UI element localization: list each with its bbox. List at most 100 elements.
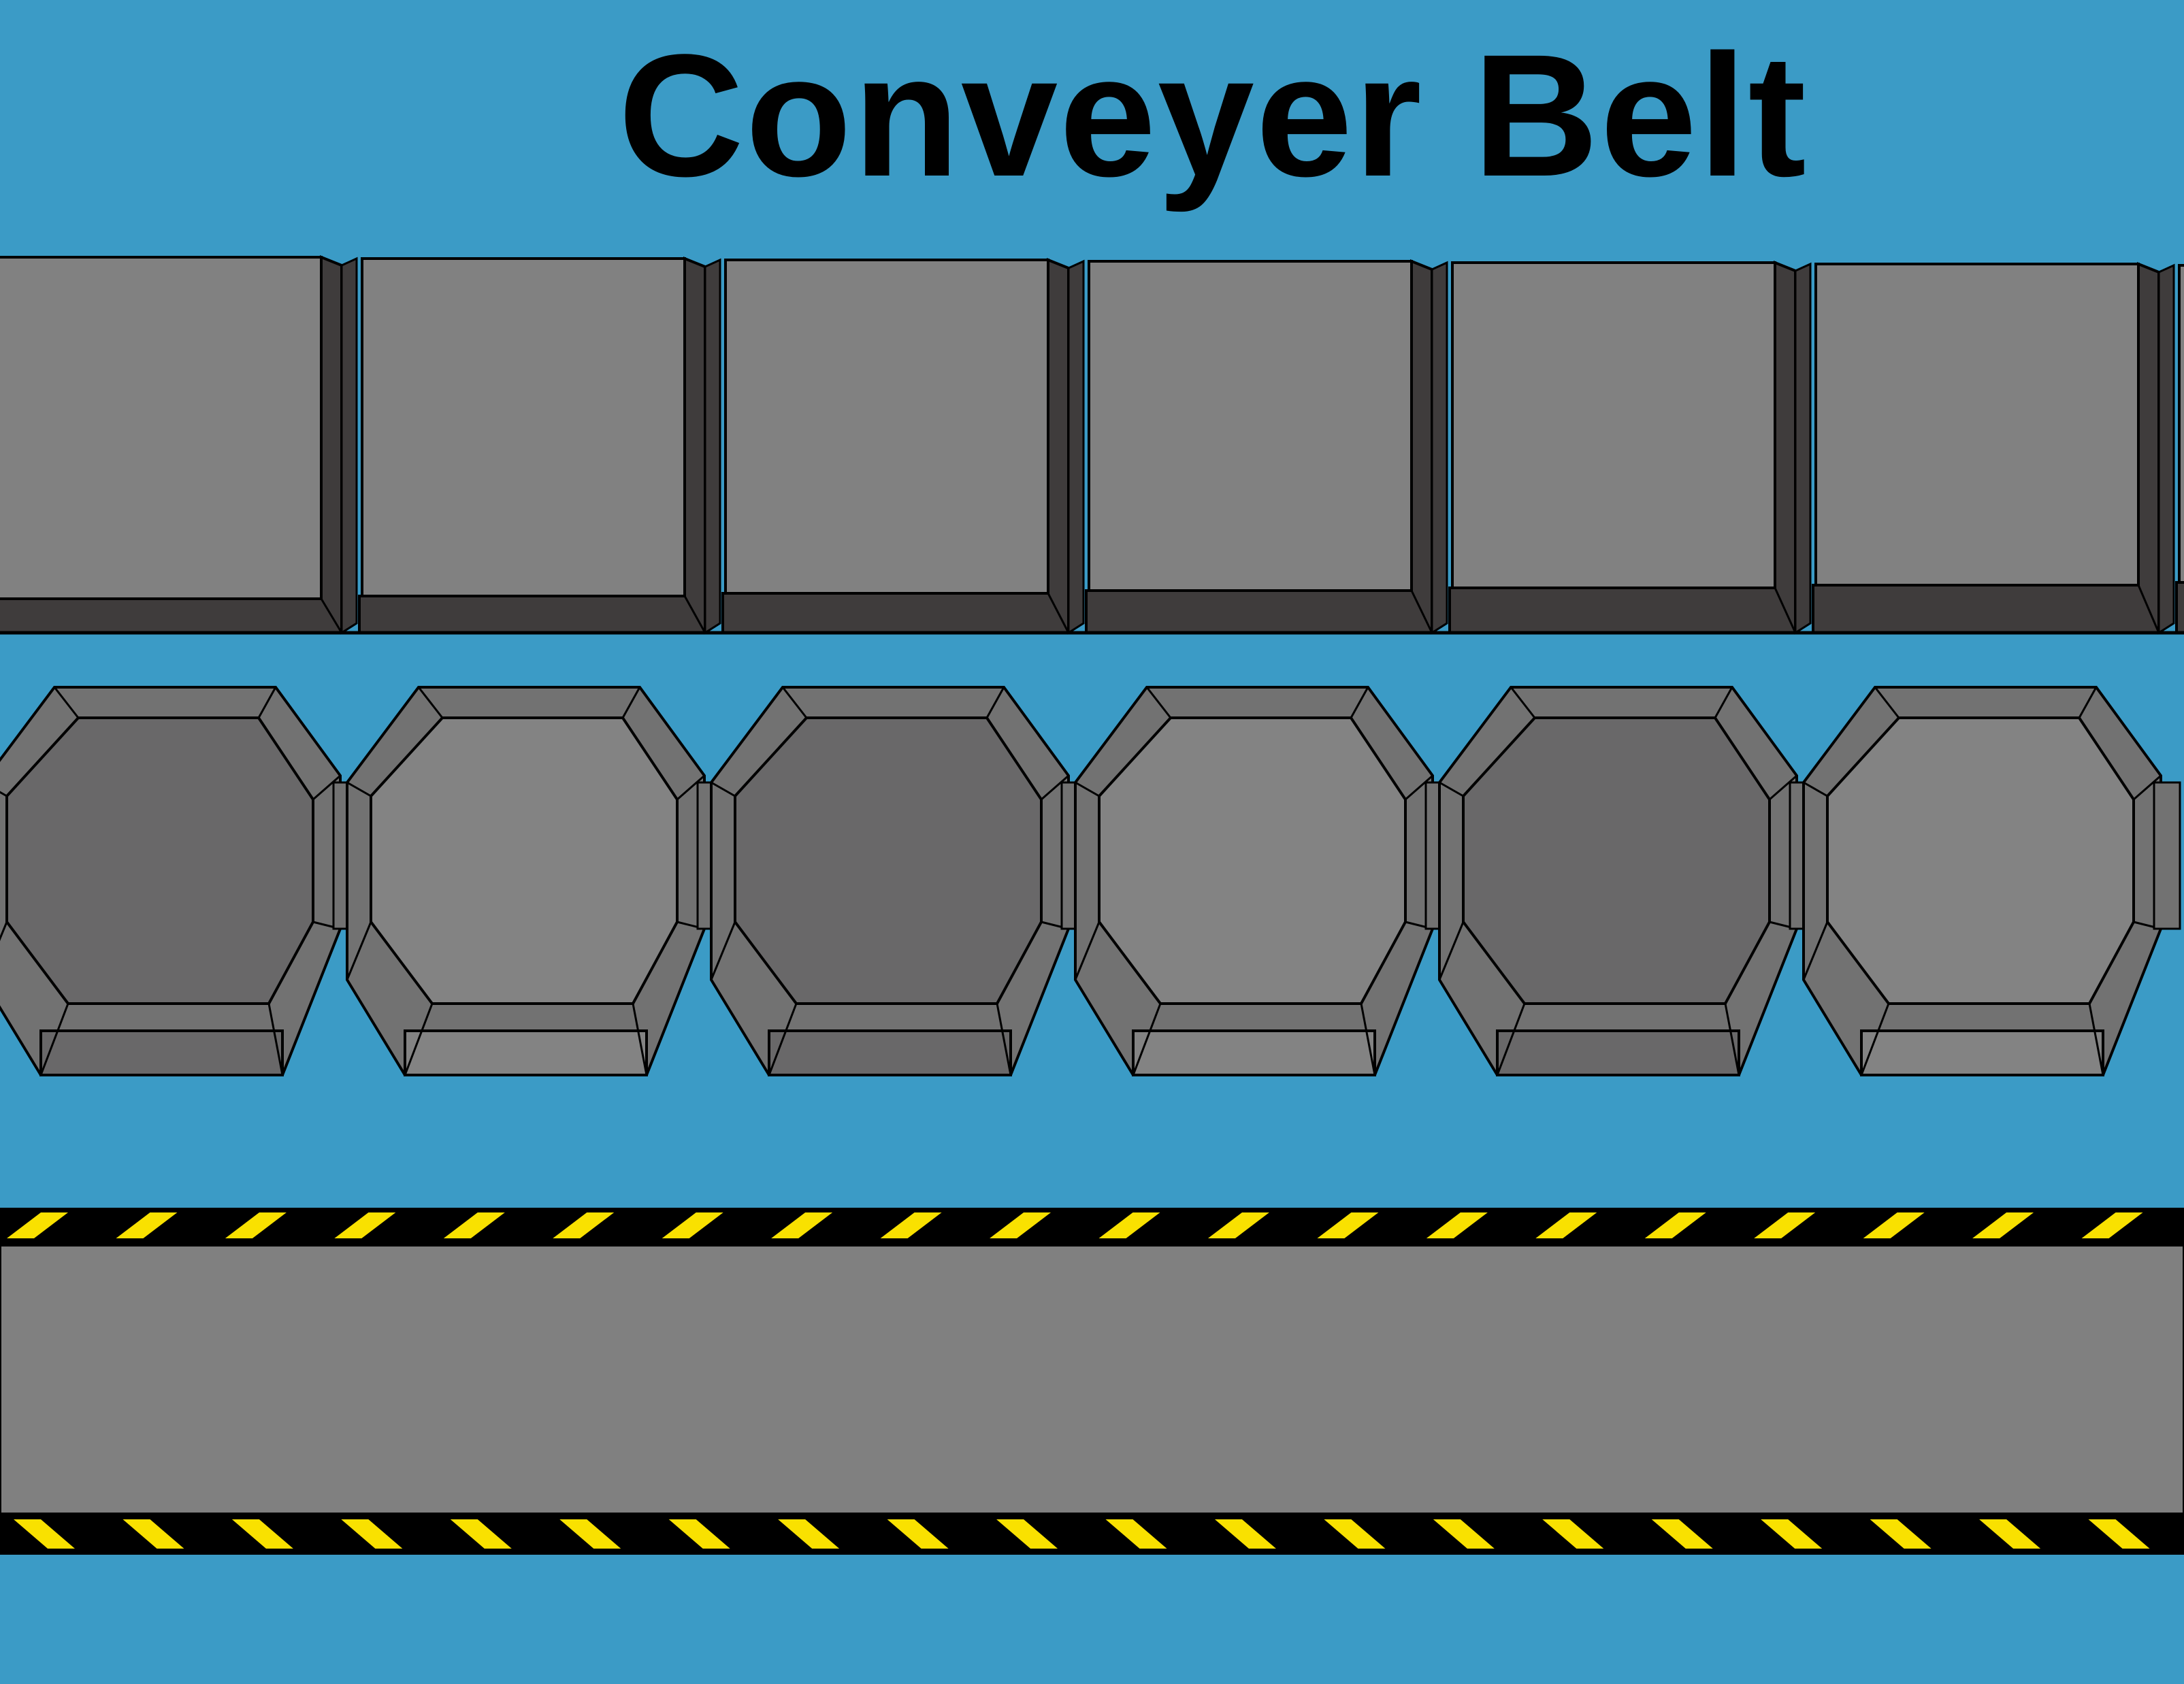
square-tile-row (0, 255, 2184, 635)
octagon-corner-line (0, 791, 7, 797)
octagon-tile-light (1074, 686, 1453, 1076)
octagon-slab (39, 1029, 284, 1076)
octagon-corner-line (0, 921, 8, 942)
square-tile-notch (704, 258, 721, 635)
octagon-corner-line (1074, 921, 1101, 980)
octagon-connector (2153, 781, 2181, 930)
octagon-corner-line (39, 1003, 69, 1076)
octagon-corner-line (996, 1003, 1012, 1076)
octagon-corner-line (346, 921, 372, 980)
octagon-corner-line (346, 781, 372, 797)
octagon-tile-dark (710, 686, 1089, 1076)
hazard-stripe-top (1644, 1212, 1706, 1238)
octagon-corner-line (1802, 921, 1829, 980)
square-tile-face (1088, 260, 1413, 592)
hazard-stripe-top (1207, 1212, 1269, 1238)
octagon-slab (1860, 1029, 2104, 1076)
octagon-corner-line (1724, 1003, 1740, 1076)
octagon-face (1462, 716, 1771, 1005)
octagon-corner-line (985, 687, 1005, 719)
hazard-stripe-top (1535, 1212, 1597, 1238)
hazard-stripe-bottom (2088, 1519, 2150, 1549)
octagon-corner-line (417, 687, 444, 719)
hazard-stripe-top (2081, 1212, 2143, 1238)
belt-top-hazard-band (0, 1208, 2184, 1245)
hazard-stripe-top (443, 1212, 505, 1238)
hazard-stripe-top (662, 1212, 723, 1238)
octagon-corner-line (1075, 781, 1100, 797)
hazard-stripe-bottom (668, 1519, 730, 1549)
square-tile-face (1451, 261, 1776, 589)
octagon-corner-line (1510, 687, 1536, 719)
hazard-stripe-bottom (341, 1519, 403, 1549)
octagon-slab (1496, 1029, 1740, 1076)
octagon-face (1826, 716, 2135, 1005)
square-tile-face (724, 259, 1049, 595)
octagon-face (5, 716, 314, 1005)
hazard-stripe-bottom (123, 1519, 184, 1549)
octagon-corner-line (1350, 687, 1369, 719)
hazard-stripe-top (1426, 1212, 1488, 1238)
belt-bottom-hazard-band (0, 1514, 2184, 1555)
octagon-tile-dark (1438, 686, 1817, 1076)
square-tile-notch (1431, 261, 1448, 635)
octagon-corner-line (1360, 1003, 1376, 1076)
hazard-stripe-bottom (1651, 1519, 1713, 1549)
octagon-corner-line (257, 687, 277, 719)
octagon-corner-line (1439, 781, 1464, 797)
octagon-corner-line (711, 781, 736, 797)
octagon-face (1098, 716, 1407, 1005)
hazard-stripe-top (1098, 1212, 1160, 1238)
octagon-corner-line (1496, 1003, 1526, 1076)
octagon-tile-row (0, 686, 2181, 1076)
square-tile-face (0, 256, 323, 600)
hazard-stripe-bottom (1324, 1519, 1386, 1549)
octagon-tile-light (1802, 686, 2181, 1076)
octagon-face (370, 716, 679, 1005)
square-tile-notch (1067, 259, 1085, 635)
hazard-stripe-top (1754, 1212, 1816, 1238)
octagon-corner-line (312, 774, 341, 801)
hazard-stripe-bottom (887, 1519, 949, 1549)
octagon-corner-line (632, 1003, 648, 1076)
square-tile-face (1814, 263, 2140, 587)
square-tile-corner-line (320, 598, 343, 633)
square-tile (1085, 259, 1448, 635)
hazard-stripe-top (990, 1212, 1052, 1238)
hazard-stripe-top (1317, 1212, 1379, 1238)
square-tile (721, 258, 1085, 635)
octagon-corner-line (53, 687, 80, 719)
hazard-stripe-bottom (1761, 1519, 1823, 1549)
octagon-corner-line (2133, 774, 2162, 801)
hazard-stripe-top (553, 1212, 615, 1238)
hazard-stripe-bottom (14, 1519, 75, 1549)
square-tile-face (361, 257, 686, 597)
octagon-face (734, 716, 1043, 1005)
octagon-corner-line (710, 921, 736, 980)
hazard-stripe-top (225, 1212, 287, 1238)
square-tile (358, 257, 721, 635)
octagon-slab (404, 1029, 648, 1076)
hazard-stripe-top (1972, 1212, 2034, 1238)
square-tile-face (2178, 264, 2184, 584)
square-tile-corner-line (1410, 590, 1433, 633)
conveyor-belt-strip (0, 1208, 2184, 1555)
octagon-corner-line (1860, 1003, 1890, 1076)
octagon-corner-line (1769, 774, 1797, 801)
hazard-stripe-bottom (1870, 1519, 1932, 1549)
square-tile-corner-line (1774, 587, 1797, 633)
square-tile-notch (340, 257, 358, 635)
hazard-stripe-top (1863, 1212, 1925, 1238)
octagon-corner-line (621, 687, 641, 719)
hazard-stripe-bottom (1105, 1519, 1167, 1549)
square-tile-corner-line (683, 595, 706, 633)
octagon-corner-line (1145, 687, 1172, 719)
octagon-tile-light (346, 686, 725, 1076)
octagon-corner-line (267, 1003, 284, 1076)
hazard-stripe-bottom (559, 1519, 621, 1549)
square-tile-notch (2157, 263, 2175, 635)
octagon-corner-line (768, 1003, 798, 1076)
octagon-slab (768, 1029, 1012, 1076)
square-tile (0, 255, 358, 635)
